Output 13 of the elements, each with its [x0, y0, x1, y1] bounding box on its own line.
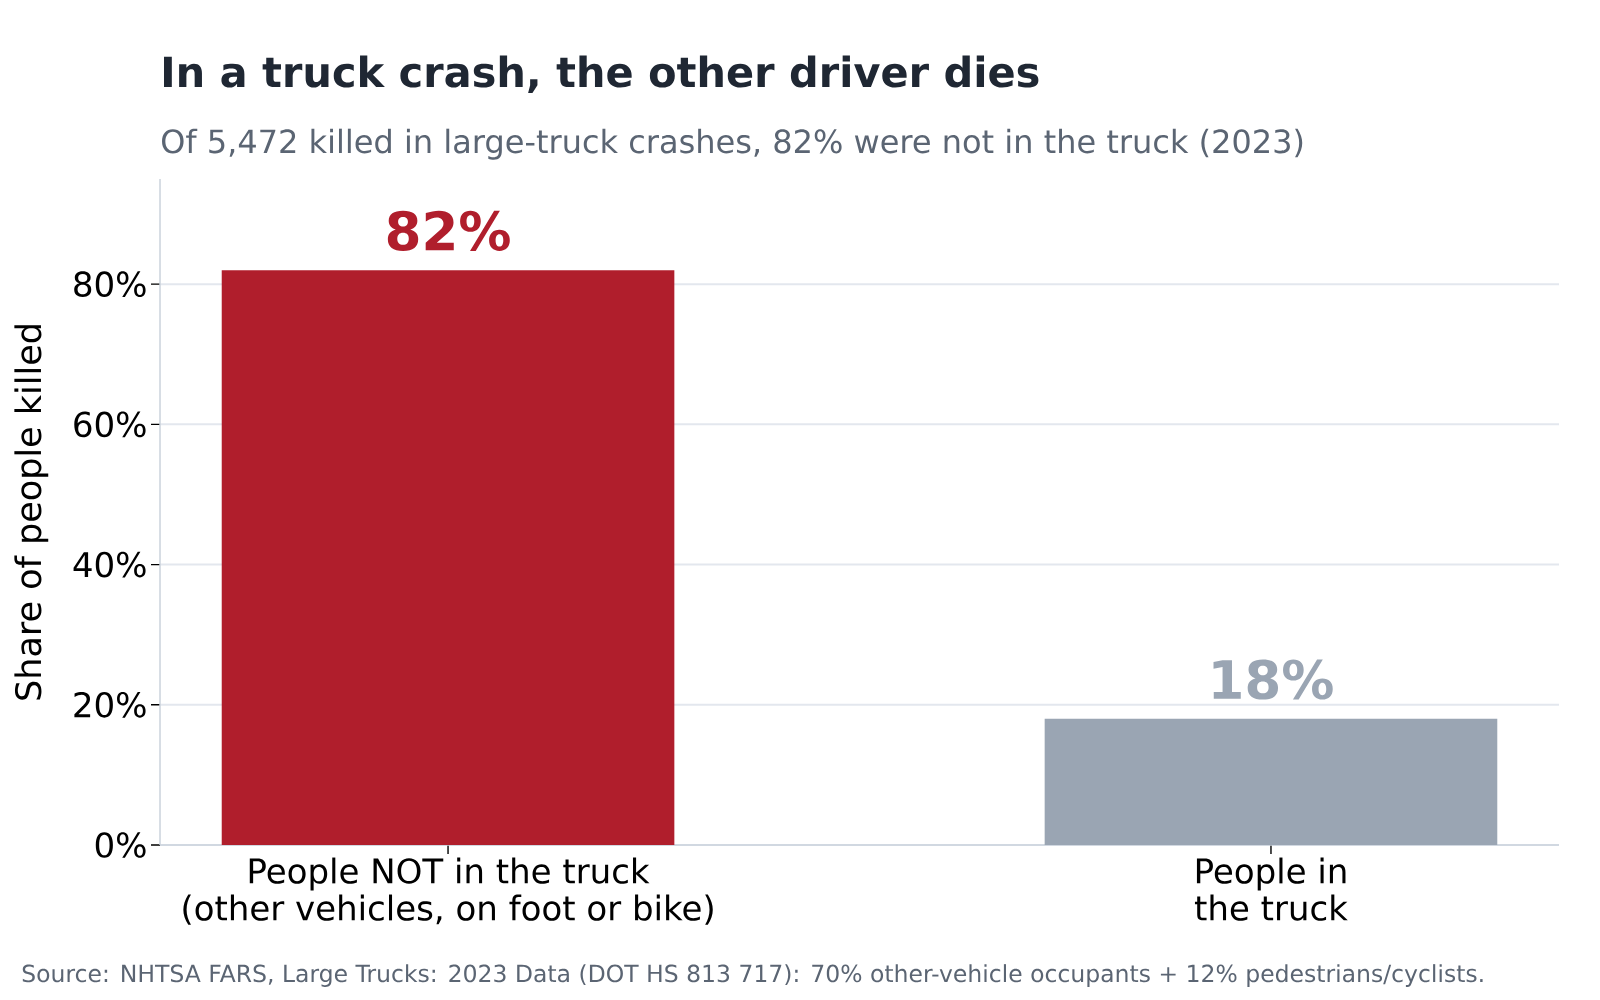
- chart-title: In a truck crash, the other driver dies: [164, 55, 1039, 93]
- x-tick-label: People NOT in the truck (other vehicles, on foot or bike): [183, 857, 713, 925]
- y-tick-label: 20%: [74, 691, 146, 718]
- y-tick-label: 80%: [74, 271, 146, 298]
- y-tick-label: 60%: [74, 411, 146, 438]
- data-label: 18%: [1213, 659, 1333, 700]
- y-axis-title: Share of people killed: [14, 325, 49, 700]
- y-tick-label: 0%: [95, 832, 146, 858]
- x-tick-label: People in the truck: [1194, 857, 1348, 921]
- y-tick-label: 40%: [73, 551, 146, 578]
- data-label: 82%: [387, 210, 510, 251]
- source-note: Source: NHTSA FARS, Large Trucks: 2023 Data (DOT HS 813 717): 70% other-vehicle occupants + 12% pedestrians/cyclists.: [22, 964, 1483, 987]
- chart-subtitle: Of 5,472 killed in large-truck crashes, 82% were not in the truck (2023): [162, 128, 1303, 160]
